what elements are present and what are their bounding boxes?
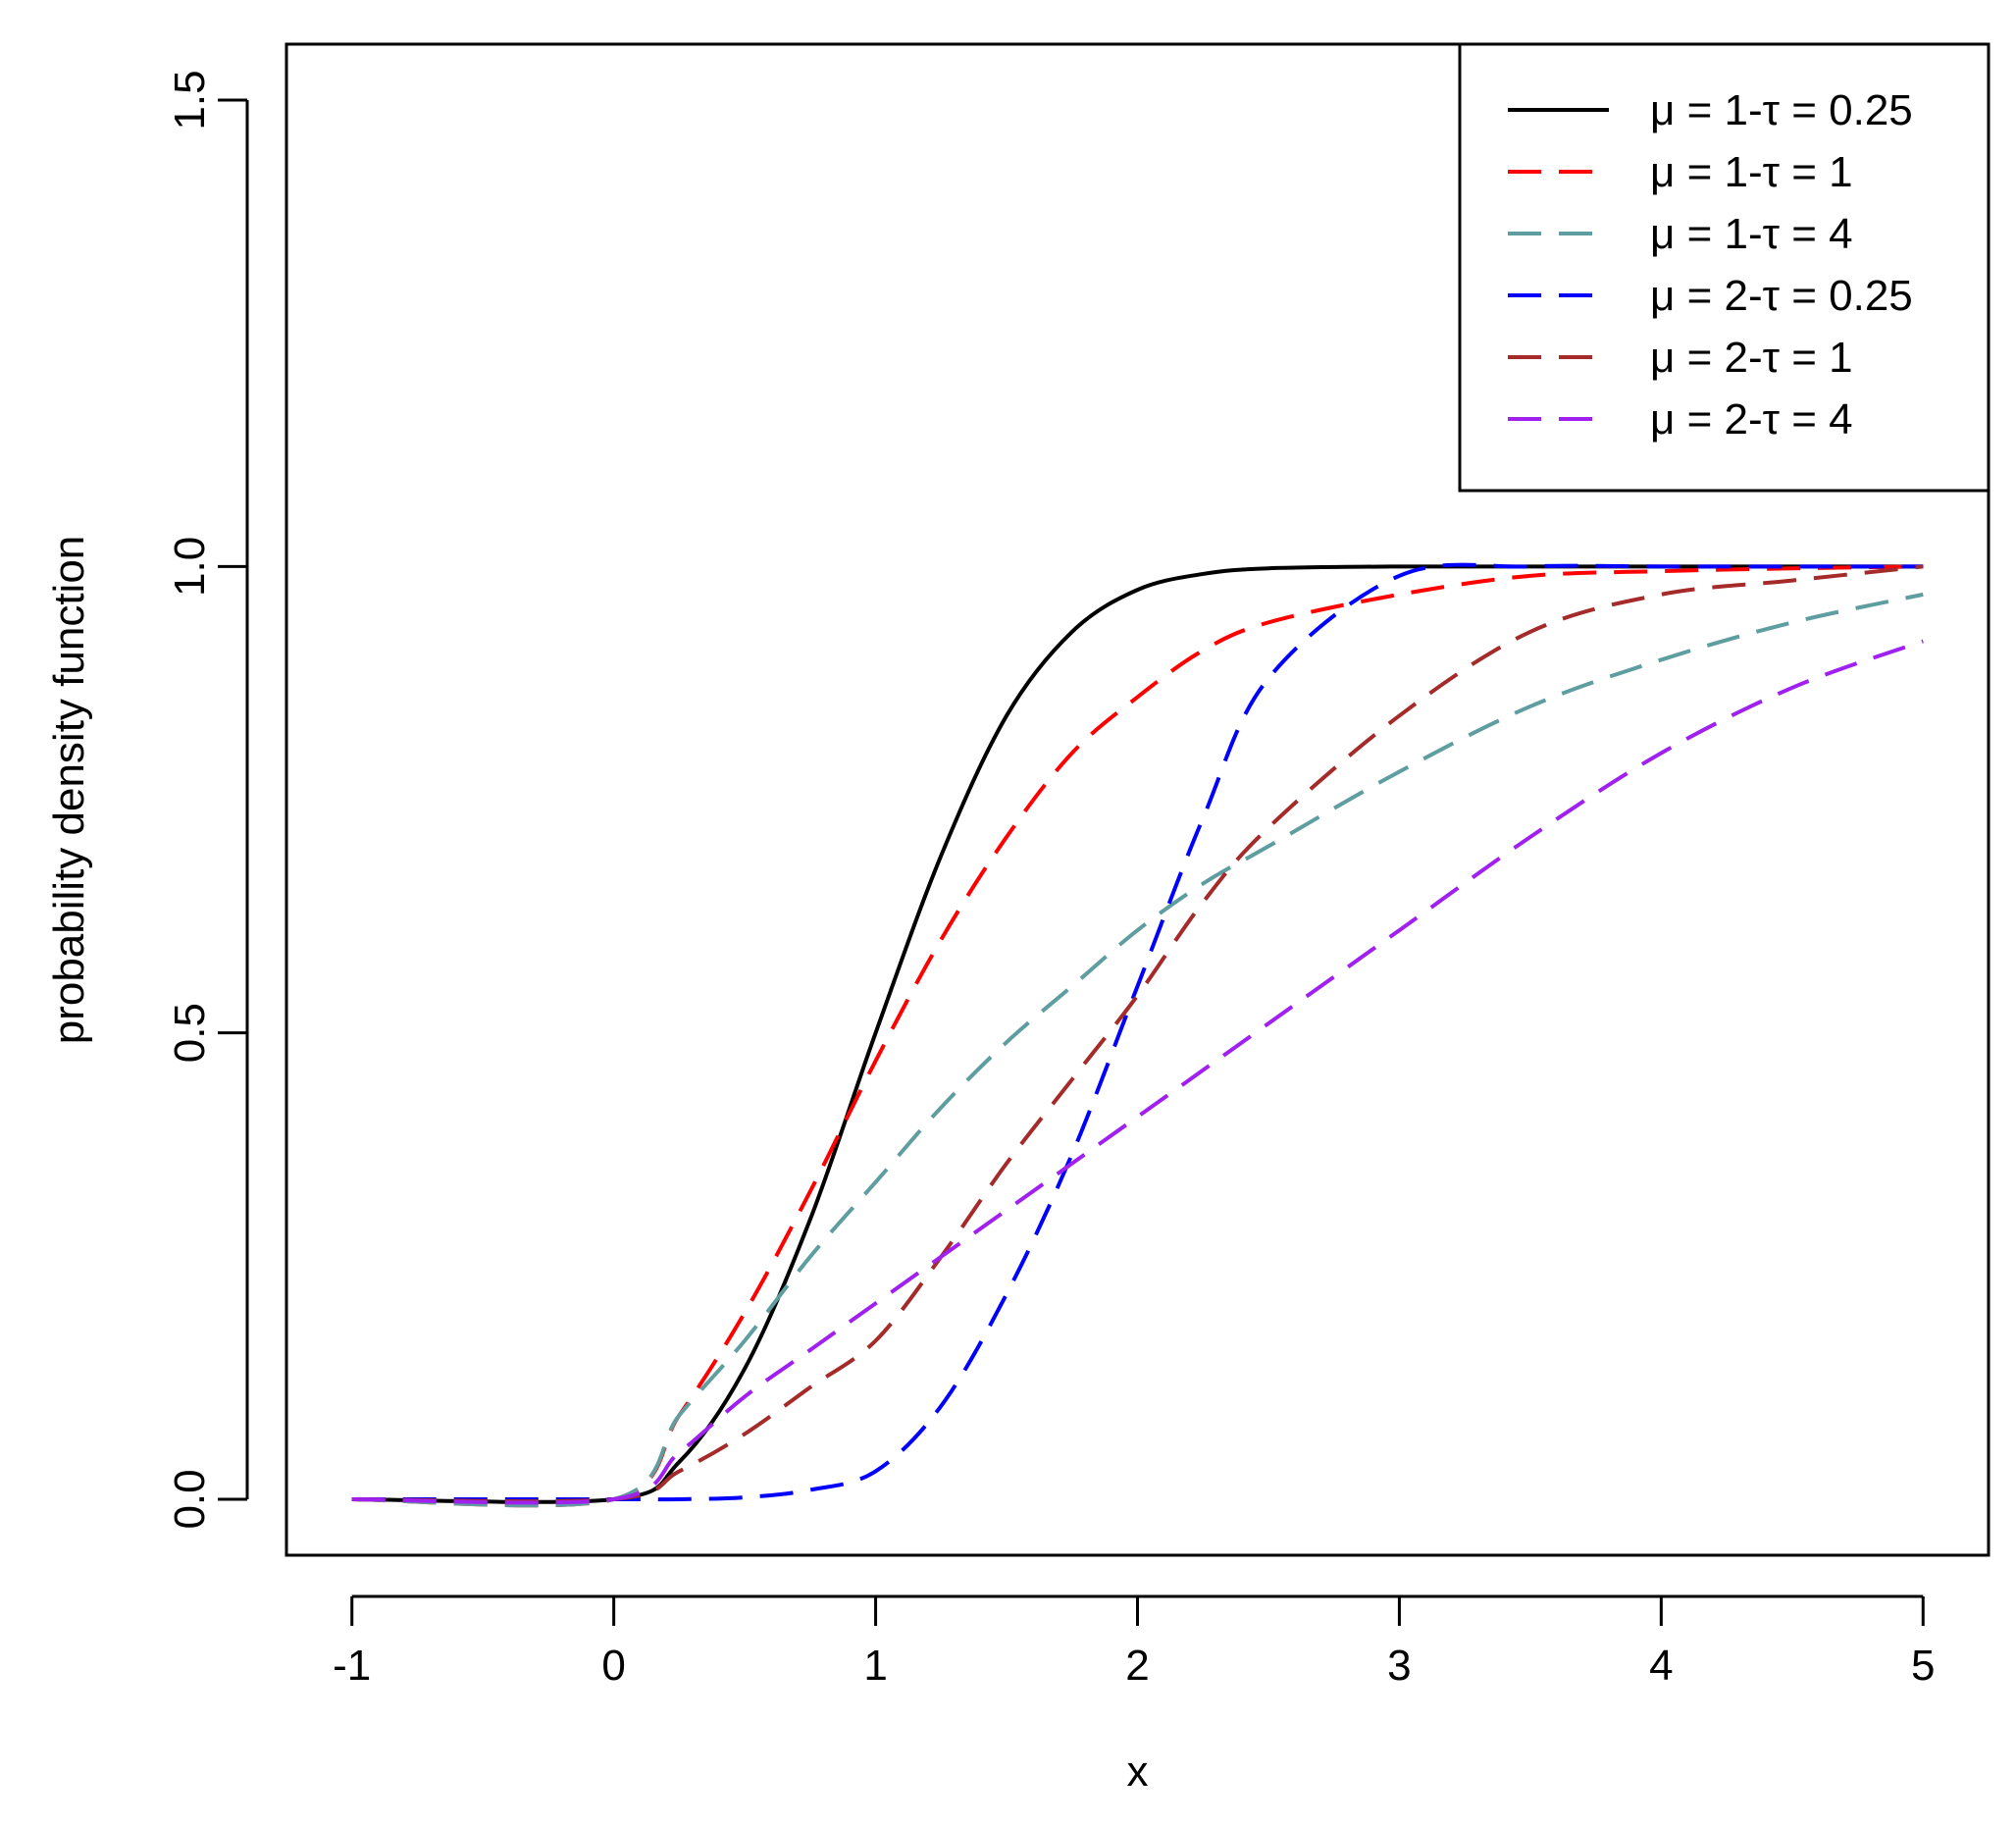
legend: μ = 1-τ = 0.25 μ = 1-τ = 1 μ = 1-τ = 4 μ = … bbox=[1458, 42, 1990, 493]
legend-label-4: μ = 2-τ = 0.25 bbox=[1650, 272, 1913, 320]
x-tick-label: 5 bbox=[1911, 1642, 1935, 1690]
x-axis-label: x bbox=[1127, 1748, 1149, 1796]
series-line-2 bbox=[351, 564, 1924, 1508]
x-axis: -1 0 1 2 3 4 5 bbox=[333, 1594, 1936, 1690]
plot-frame bbox=[284, 42, 1990, 1557]
series-line-4 bbox=[351, 562, 1924, 1502]
y-axis: 0.0 0.5 1.0 1.5 bbox=[166, 70, 249, 1530]
legend-label-6: μ = 2-τ = 4 bbox=[1650, 395, 1853, 444]
series-line-3 bbox=[351, 592, 1924, 1508]
legend-box bbox=[1458, 42, 1990, 493]
legend-label-1: μ = 1-τ = 0.25 bbox=[1650, 86, 1913, 134]
legend-label-5: μ = 2-τ = 1 bbox=[1650, 334, 1853, 382]
x-tick-label: 0 bbox=[601, 1642, 625, 1690]
legend-label-2: μ = 1-τ = 1 bbox=[1650, 148, 1853, 196]
series-line-6 bbox=[351, 639, 1924, 1505]
y-tick-label: 0.0 bbox=[166, 1469, 214, 1529]
x-tick-label: -1 bbox=[333, 1642, 371, 1690]
series-line-5 bbox=[351, 564, 1924, 1504]
series-layer bbox=[351, 562, 1924, 1508]
x-tick-label: 4 bbox=[1649, 1642, 1673, 1690]
x-tick-label: 1 bbox=[863, 1642, 887, 1690]
legend-label-3: μ = 1-τ = 4 bbox=[1650, 210, 1853, 258]
y-tick-label: 0.5 bbox=[166, 1003, 214, 1063]
y-tick-label: 1.0 bbox=[166, 537, 214, 597]
x-tick-label: 2 bbox=[1125, 1642, 1149, 1690]
y-axis-label: probability density function bbox=[45, 536, 93, 1045]
y-tick-label: 1.5 bbox=[166, 70, 214, 130]
x-tick-label: 3 bbox=[1387, 1642, 1411, 1690]
